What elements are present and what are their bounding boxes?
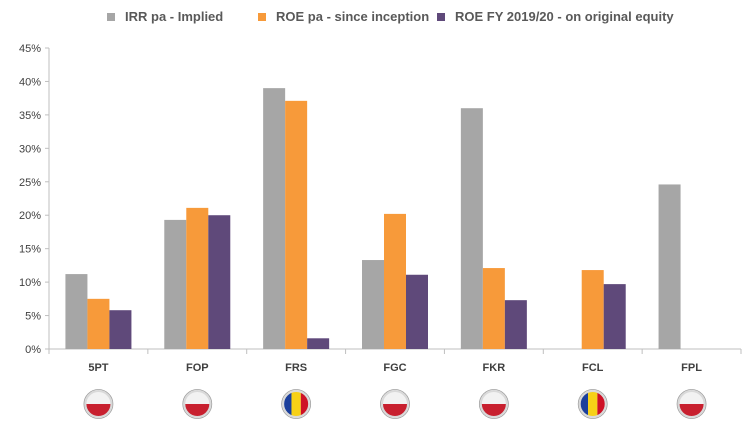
- bar-fop-series-1: [164, 219, 187, 349]
- legend-swatch-irr: [107, 12, 115, 21]
- poland-flag-icon: [380, 389, 410, 419]
- bar-5pt-series-1: [65, 274, 88, 349]
- bar-fgc-series-2: [384, 213, 406, 349]
- x-category-label: FCL: [582, 362, 604, 374]
- y-tick-label: 40%: [19, 76, 41, 88]
- x-category-label: FRS: [285, 362, 307, 374]
- poland-flag-icon: [83, 389, 114, 419]
- bar-frs-series-1: [263, 88, 286, 349]
- bar-5pt-series-2: [87, 298, 110, 349]
- legend-label-irr: IRR pa - Implied: [125, 9, 224, 24]
- bar-frs-series-2: [285, 100, 308, 349]
- y-tick-label: 5%: [25, 311, 41, 323]
- legend-item-irr: IRR pa - Implied: [107, 9, 223, 24]
- y-tick-label: 20%: [19, 210, 41, 222]
- bar-fgc-series-1: [362, 260, 384, 349]
- y-tick-label: 45%: [19, 43, 41, 55]
- y-tick-label: 0%: [25, 344, 41, 356]
- legend-item-roe-fy: ROE FY 2019/20 - on original equity: [437, 9, 674, 24]
- y-tick-label: 35%: [19, 110, 41, 122]
- y-tick-label: 30%: [19, 143, 41, 155]
- bar-fkr-series-1: [460, 108, 483, 349]
- legend-swatch-roe-fy: [437, 12, 445, 21]
- bar-5pt-series-3: [109, 310, 132, 349]
- poland-flag-icon: [182, 389, 213, 419]
- bar-fpl-series-1: [658, 184, 681, 349]
- legend-label-roe-fy: ROE FY 2019/20 - on original equity: [455, 9, 674, 24]
- bar-fgc-series-3: [406, 274, 428, 349]
- y-tick-label: 15%: [19, 244, 41, 256]
- bar-fcl-series-3: [603, 284, 626, 349]
- bar-fkr-series-2: [482, 268, 505, 349]
- x-category-label: 5PT: [88, 362, 108, 374]
- bar-fop-series-3: [208, 215, 231, 349]
- romania-flag-icon: [281, 389, 312, 419]
- legend-item-roe-inception: ROE pa - since inception: [258, 9, 429, 24]
- legend: IRR pa - Implied ROE pa - since inceptio…: [0, 9, 750, 29]
- legend-label-roe-inception: ROE pa - since inception: [276, 9, 430, 24]
- bar-fop-series-2: [186, 207, 209, 349]
- romania-flag-icon: [577, 389, 608, 419]
- x-category-label: FPL: [681, 362, 702, 374]
- y-tick-label: 25%: [19, 177, 41, 189]
- x-category-label: FGC: [383, 362, 406, 374]
- poland-flag-icon: [676, 389, 707, 419]
- x-category-label: FOP: [186, 362, 209, 374]
- poland-flag-icon: [478, 389, 509, 419]
- bar-fcl-series-2: [581, 270, 604, 349]
- bar-frs-series-3: [307, 338, 330, 349]
- bar-fkr-series-3: [504, 300, 527, 349]
- y-tick-label: 10%: [19, 277, 41, 289]
- legend-swatch-roe-inception: [258, 12, 266, 21]
- x-category-label: FKR: [483, 362, 506, 374]
